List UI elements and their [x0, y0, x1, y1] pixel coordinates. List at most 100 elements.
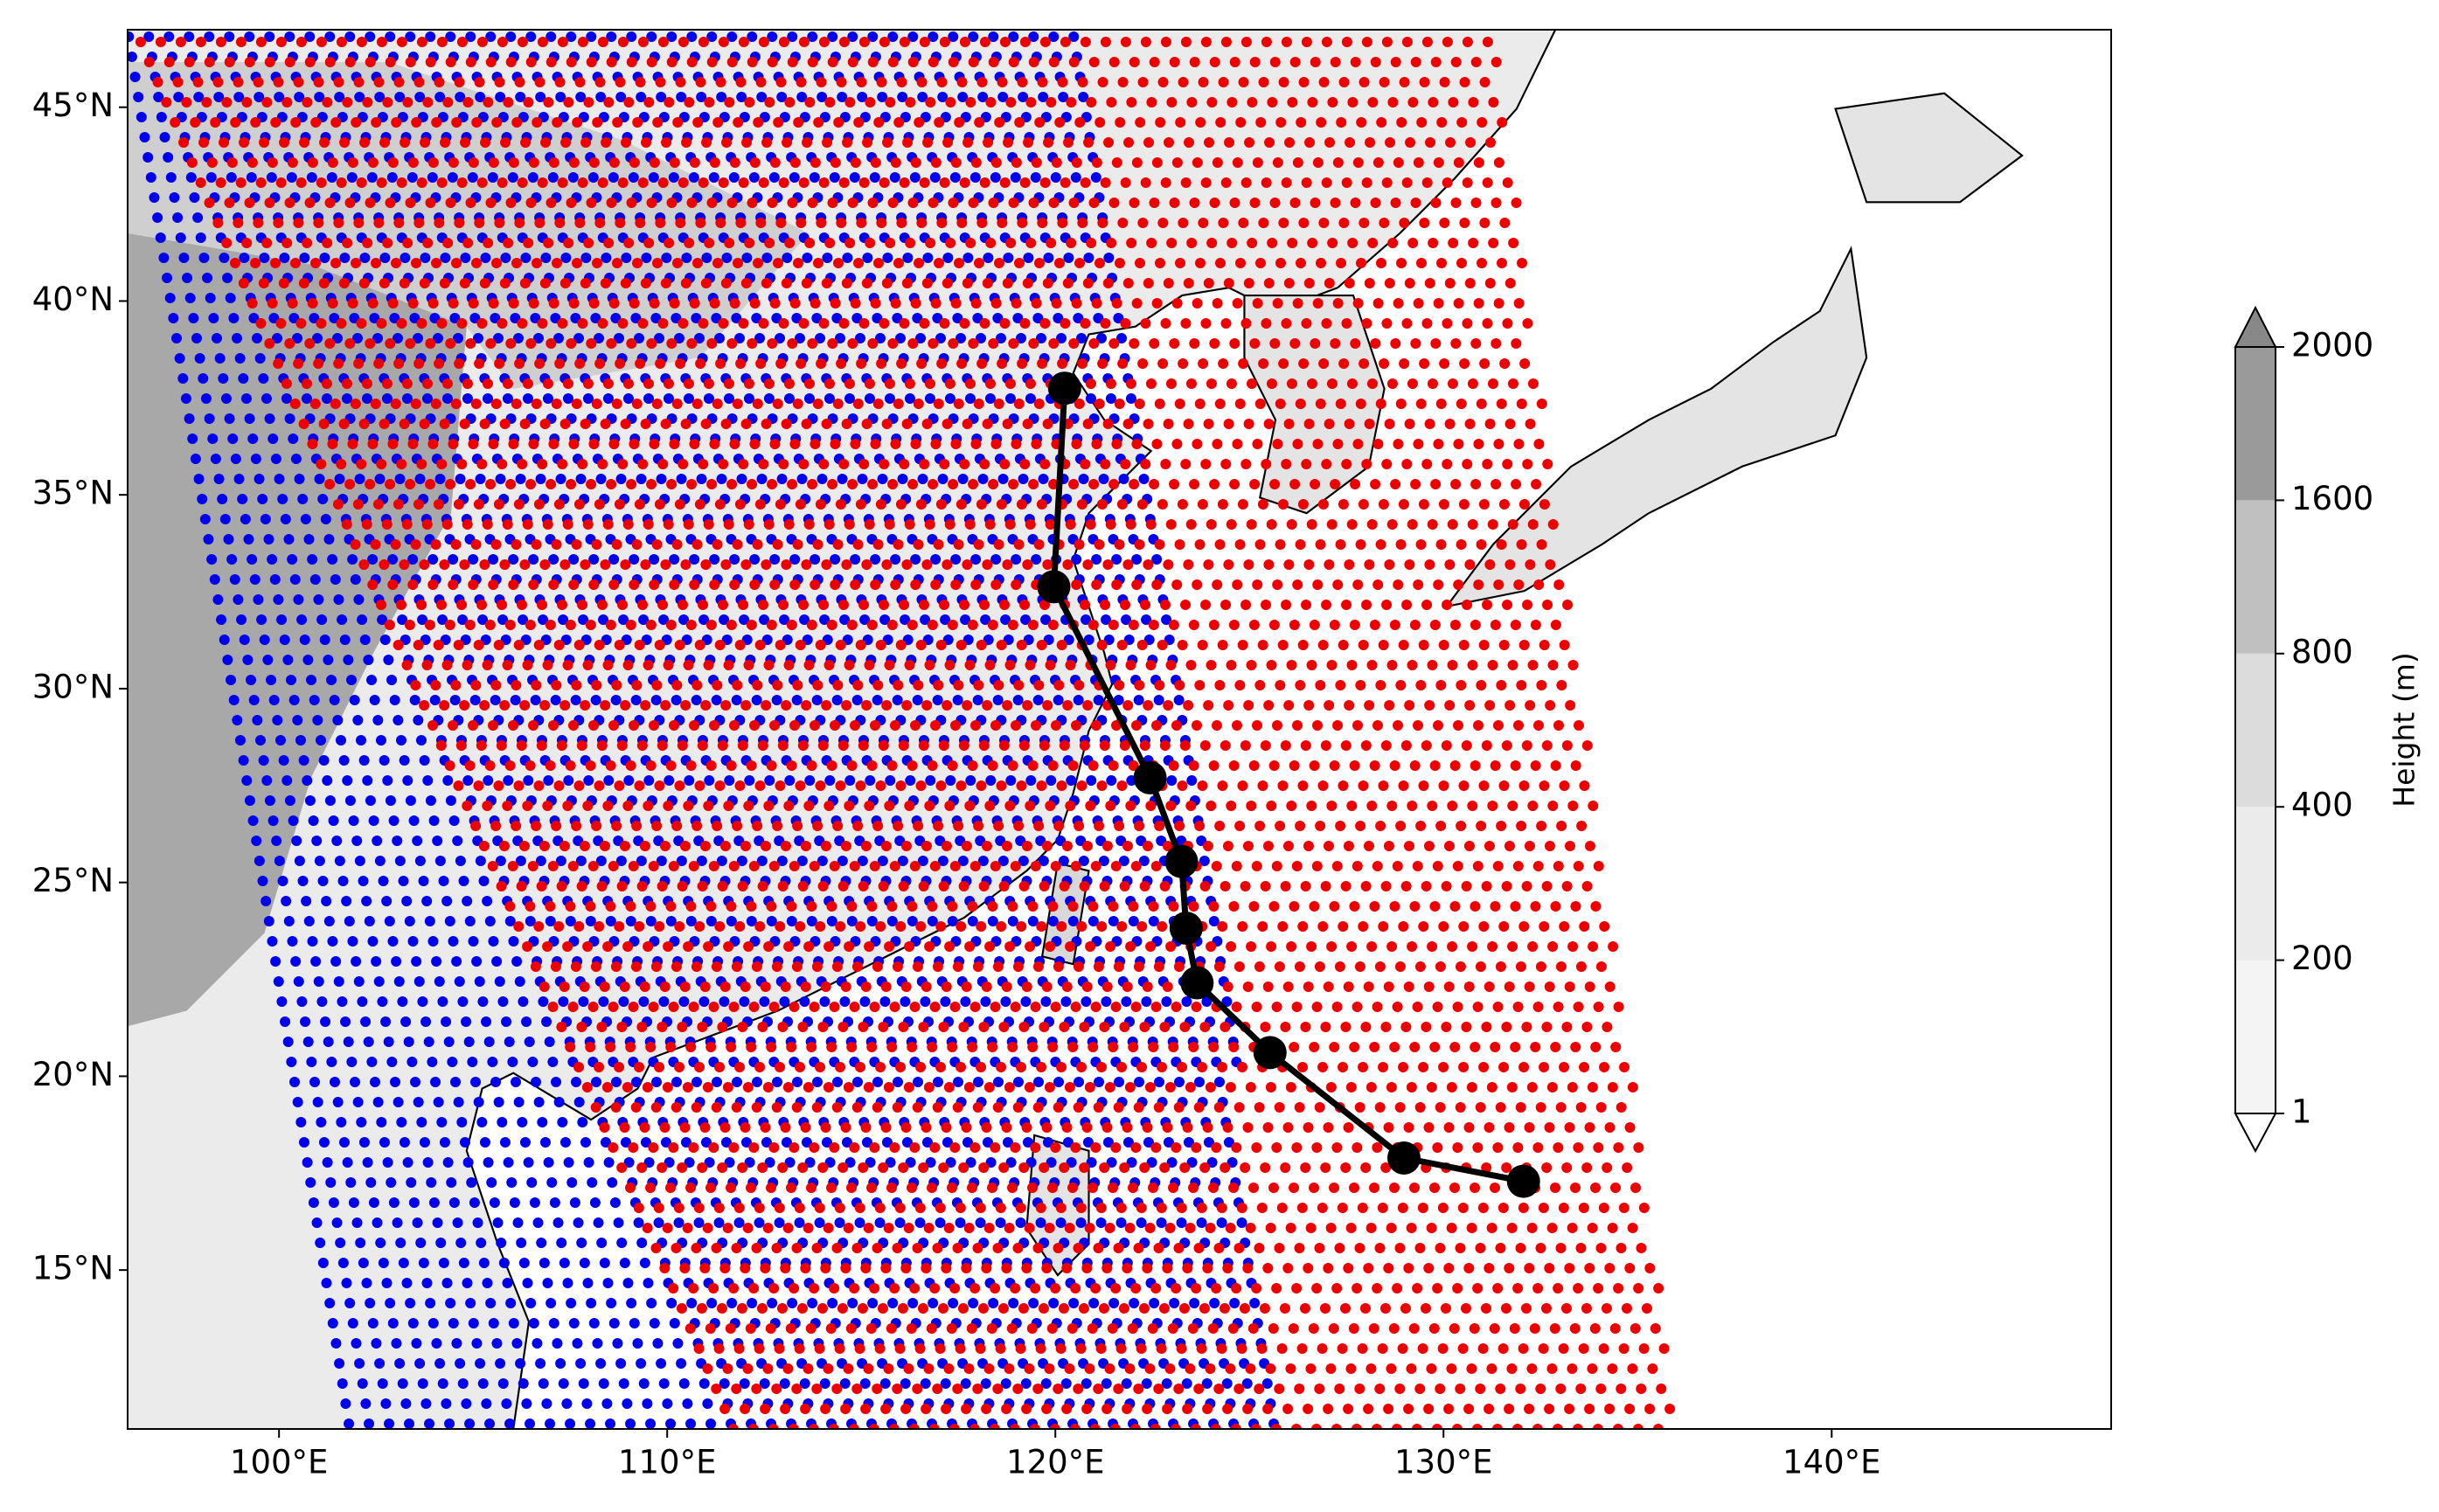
red-obs: [689, 298, 700, 309]
red-obs: [1257, 780, 1268, 791]
red-obs: [890, 579, 901, 590]
red-obs: [427, 157, 439, 168]
red-obs: [1087, 901, 1099, 912]
red-obs: [1254, 680, 1266, 690]
red-obs: [1146, 97, 1157, 108]
red-obs: [767, 479, 778, 489]
red-obs: [904, 801, 915, 811]
blue-obs: [284, 31, 295, 42]
red-obs: [1099, 881, 1110, 891]
red-obs: [866, 760, 878, 771]
red-obs: [1229, 57, 1240, 67]
red-obs: [999, 177, 1011, 188]
red-obs: [1046, 238, 1057, 248]
red-obs: [1364, 700, 1375, 711]
blue-obs: [661, 253, 672, 263]
red-obs: [942, 137, 954, 148]
red-obs: [460, 137, 471, 148]
red-obs: [533, 499, 545, 510]
red-obs: [1407, 378, 1418, 389]
red-obs: [1097, 218, 1108, 228]
red-obs: [1180, 37, 1192, 47]
red-obs: [955, 499, 967, 510]
blue-obs: [313, 594, 324, 605]
red-obs: [821, 419, 832, 429]
red-obs: [832, 539, 844, 550]
blue-obs: [247, 433, 259, 444]
blue-obs: [158, 253, 170, 263]
red-obs: [1145, 519, 1157, 530]
red-obs: [905, 97, 916, 108]
red-obs: [181, 97, 192, 108]
red-obs: [1562, 600, 1574, 610]
red-obs: [861, 419, 872, 429]
red-obs: [485, 198, 497, 208]
blue-obs: [136, 112, 147, 122]
red-obs: [430, 539, 441, 550]
blue-obs: [145, 172, 156, 183]
blue-obs: [222, 655, 233, 665]
blue-obs: [522, 393, 533, 404]
blue-obs: [892, 695, 903, 705]
red-obs: [1395, 539, 1407, 550]
red-obs: [324, 479, 336, 489]
blue-obs: [303, 534, 315, 544]
red-obs: [1117, 218, 1129, 228]
red-obs: [804, 238, 816, 248]
blue-obs: [204, 31, 215, 42]
blue-obs: [636, 856, 647, 866]
red-obs: [1238, 77, 1249, 87]
blue-obs: [855, 333, 866, 343]
red-obs: [1247, 97, 1258, 108]
blue-obs: [184, 413, 195, 424]
red-obs: [1487, 378, 1498, 389]
red-obs: [884, 378, 895, 389]
red-obs: [577, 37, 588, 47]
red-obs: [566, 479, 577, 489]
red-obs: [1206, 97, 1218, 108]
red-obs: [379, 419, 390, 429]
red-obs: [1076, 780, 1087, 791]
red-obs: [1217, 640, 1228, 650]
red-obs: [424, 620, 435, 630]
red-obs: [1513, 579, 1525, 590]
red-obs: [1022, 559, 1033, 570]
red-obs: [525, 760, 536, 771]
red-obs: [1168, 620, 1179, 630]
red-obs: [273, 358, 284, 369]
blue-obs: [177, 373, 189, 384]
blue-obs: [314, 856, 325, 866]
red-obs: [1185, 660, 1197, 670]
red-obs: [416, 37, 427, 47]
red-obs: [1338, 499, 1349, 510]
red-obs: [393, 358, 405, 369]
red-obs: [732, 539, 743, 550]
blue-obs: [193, 92, 205, 102]
red-obs: [1330, 479, 1341, 489]
red-obs: [789, 579, 801, 590]
red-obs: [798, 177, 810, 188]
red-obs: [1331, 861, 1343, 871]
red-obs: [482, 801, 493, 811]
red-obs: [999, 600, 1011, 610]
blue-obs: [1111, 554, 1122, 565]
red-obs: [1065, 660, 1076, 670]
blue-obs: [254, 353, 266, 364]
blue-obs: [1011, 554, 1022, 565]
blue-obs: [271, 836, 282, 846]
red-obs: [448, 298, 459, 309]
blue-obs: [218, 373, 229, 384]
blue-obs: [603, 775, 615, 786]
blue-obs: [563, 775, 574, 786]
red-obs: [324, 338, 336, 349]
red-obs: [935, 499, 947, 510]
red-obs: [1378, 780, 1389, 791]
red-obs: [1456, 821, 1467, 831]
red-obs: [1531, 479, 1542, 489]
red-obs: [448, 579, 459, 590]
red-obs: [1254, 821, 1266, 831]
red-obs: [1108, 198, 1120, 208]
red-obs: [1008, 338, 1019, 349]
blue-obs: [149, 192, 160, 203]
red-obs: [813, 258, 824, 268]
